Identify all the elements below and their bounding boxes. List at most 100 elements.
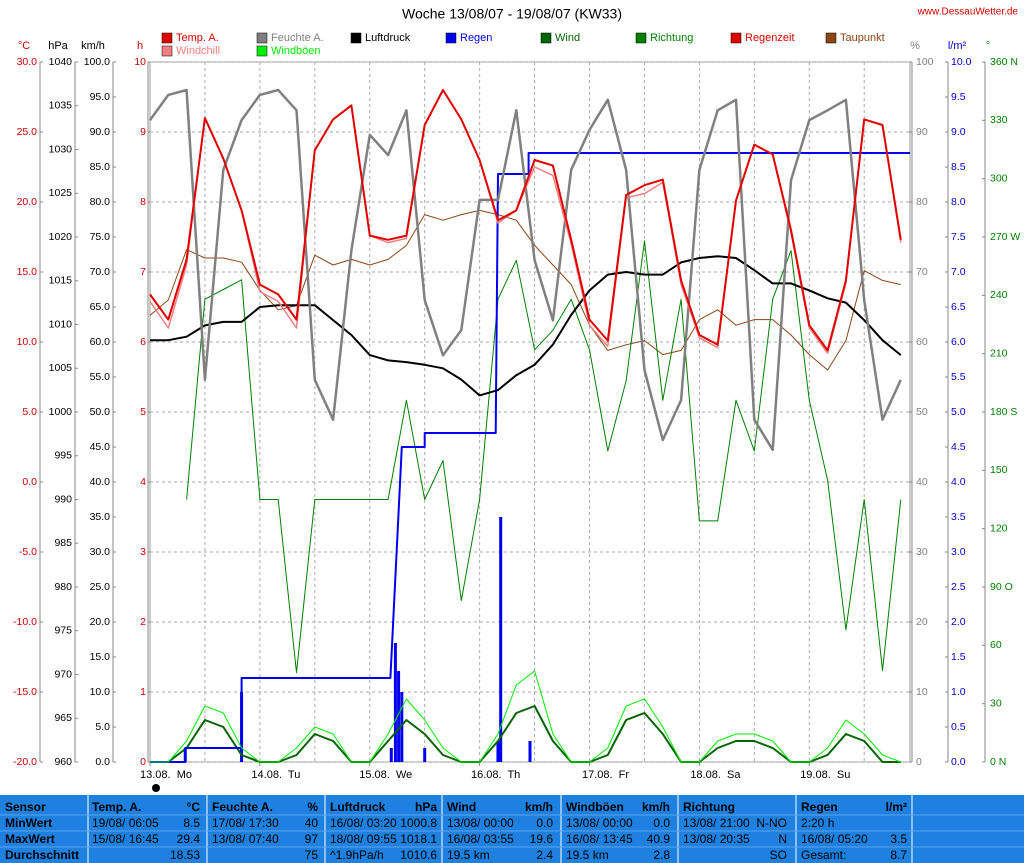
y-tick-label: 25.0 — [17, 126, 38, 138]
table-cell: SO — [770, 848, 787, 862]
y-tick-label: 20 — [916, 616, 928, 628]
axis-unit: km/h — [81, 40, 105, 52]
axis-unit: hPa — [48, 40, 68, 52]
y-tick-label: 65.0 — [90, 301, 111, 313]
x-tick-label: 16.08. Th — [471, 769, 520, 781]
y-tick-label: 1030 — [49, 143, 73, 155]
legend-swatch — [445, 32, 457, 44]
y-tick-label: 20.0 — [90, 616, 111, 628]
bar — [397, 671, 401, 762]
axis-unit: °C — [18, 40, 30, 52]
legend-swatch — [256, 45, 268, 57]
legend-label: Windchill — [176, 45, 220, 57]
bar — [423, 748, 427, 762]
y-tick-label: 90 — [916, 126, 928, 138]
table-cell: 1010.6 — [400, 848, 437, 862]
y-tick-label: 30.0 — [17, 56, 38, 68]
table-cell: 0.0 — [536, 816, 553, 830]
y-tick-label: -20.0 — [13, 756, 37, 768]
y-tick-label: 9 — [140, 126, 146, 138]
legend-swatch — [825, 32, 837, 44]
y-tick-label: 980 — [54, 581, 72, 593]
y-tick-label: 985 — [54, 537, 72, 549]
table-unit: % — [307, 800, 318, 814]
legend-label: Regenzeit — [745, 32, 795, 44]
y-tick-label: 0 — [916, 756, 922, 768]
legend-swatch — [161, 45, 173, 57]
y-tick-label: 1 — [140, 686, 146, 698]
table-cell: 16/08/ 03:55 — [447, 832, 514, 846]
y-tick-label: 60.0 — [90, 336, 111, 348]
y-tick-label: 75.0 — [90, 231, 111, 243]
y-tick-label: 40 — [916, 476, 928, 488]
y-tick-label: 995 — [54, 450, 72, 462]
table-header: Richtung — [683, 800, 735, 814]
x-tick-label: 17.08. Fr — [582, 769, 629, 781]
y-tick-label: 8.0 — [951, 196, 966, 208]
table-unit: km/h — [525, 800, 553, 814]
legend-swatch — [161, 32, 173, 44]
y-tick-label: 270 W — [990, 231, 1020, 243]
y-tick-label: 6.0 — [951, 336, 966, 348]
axis-unit: ° — [986, 40, 990, 52]
y-tick-label: 1.5 — [951, 651, 966, 663]
y-tick-label: 100.0 — [84, 56, 110, 68]
y-tick-label: 10.0 — [90, 686, 111, 698]
table-unit: °C — [187, 800, 201, 814]
table-header: Wind — [447, 800, 476, 814]
y-tick-label: 120 — [990, 522, 1008, 534]
y-tick-label: 3.0 — [951, 546, 966, 558]
y-tick-label: 360 N — [990, 56, 1018, 68]
table-cell: 15/08/ 16:45 — [92, 832, 159, 846]
y-tick-label: 2 — [140, 616, 146, 628]
table-cell: 97 — [305, 832, 319, 846]
y-tick-label: 15.0 — [17, 266, 38, 278]
y-tick-label: 70 — [916, 266, 928, 278]
table-cell: 16/08/ 13:45 — [566, 832, 633, 846]
legend-label: Feuchte A. — [271, 32, 324, 44]
y-tick-label: -15.0 — [13, 686, 37, 698]
y-tick-label: 85.0 — [90, 161, 111, 173]
table-cell: 1000.8 — [400, 816, 437, 830]
table-header: Temp. A. — [92, 800, 141, 814]
table-cell: Gesamt: — [801, 848, 846, 862]
legend-swatch — [635, 32, 647, 44]
y-tick-label: 0 — [140, 756, 146, 768]
legend-swatch — [730, 32, 742, 44]
table-cell: ^1.9hPa/h — [330, 848, 384, 862]
legend-label: Windböen — [271, 45, 321, 57]
legend-label: Richtung — [650, 32, 693, 44]
y-tick-label: 1040 — [49, 56, 73, 68]
table-header: Regen — [801, 800, 838, 814]
table-cell: 40.9 — [647, 832, 671, 846]
y-tick-label: 3 — [140, 546, 146, 558]
series-line — [150, 670, 901, 763]
axis-unit: % — [910, 40, 920, 52]
y-tick-label: 30.0 — [90, 546, 111, 558]
y-tick-label: 0.5 — [951, 721, 966, 733]
y-tick-label: -5.0 — [19, 546, 37, 558]
table-header: Luftdruck — [330, 800, 386, 814]
y-tick-label: 50 — [916, 406, 928, 418]
bar — [393, 643, 397, 762]
y-tick-label: 70.0 — [90, 266, 111, 278]
chart-title: Woche 13/08/07 - 19/08/07 (KW33) — [402, 6, 622, 22]
y-tick-label: 240 — [990, 289, 1008, 301]
y-tick-label: 25.0 — [90, 581, 111, 593]
table-cell: 16/08/ 03:20 — [330, 816, 397, 830]
y-tick-label: 975 — [54, 625, 72, 637]
table-cell: N-NO — [756, 816, 787, 830]
y-tick-label: 10.0 — [951, 56, 972, 68]
y-tick-label: 6.5 — [951, 301, 966, 313]
y-tick-label: 7 — [140, 266, 146, 278]
table-unit: km/h — [642, 800, 670, 814]
y-tick-label: 150 — [990, 464, 1008, 476]
y-tick-label: 60 — [916, 336, 928, 348]
y-tick-label: 4.5 — [951, 441, 966, 453]
y-tick-label: 80 — [916, 196, 928, 208]
y-tick-label: 9.0 — [951, 126, 966, 138]
y-tick-label: 0.0 — [95, 756, 110, 768]
table-cell: 19.5 km — [447, 848, 490, 862]
legend-label: Temp. A. — [176, 32, 219, 44]
